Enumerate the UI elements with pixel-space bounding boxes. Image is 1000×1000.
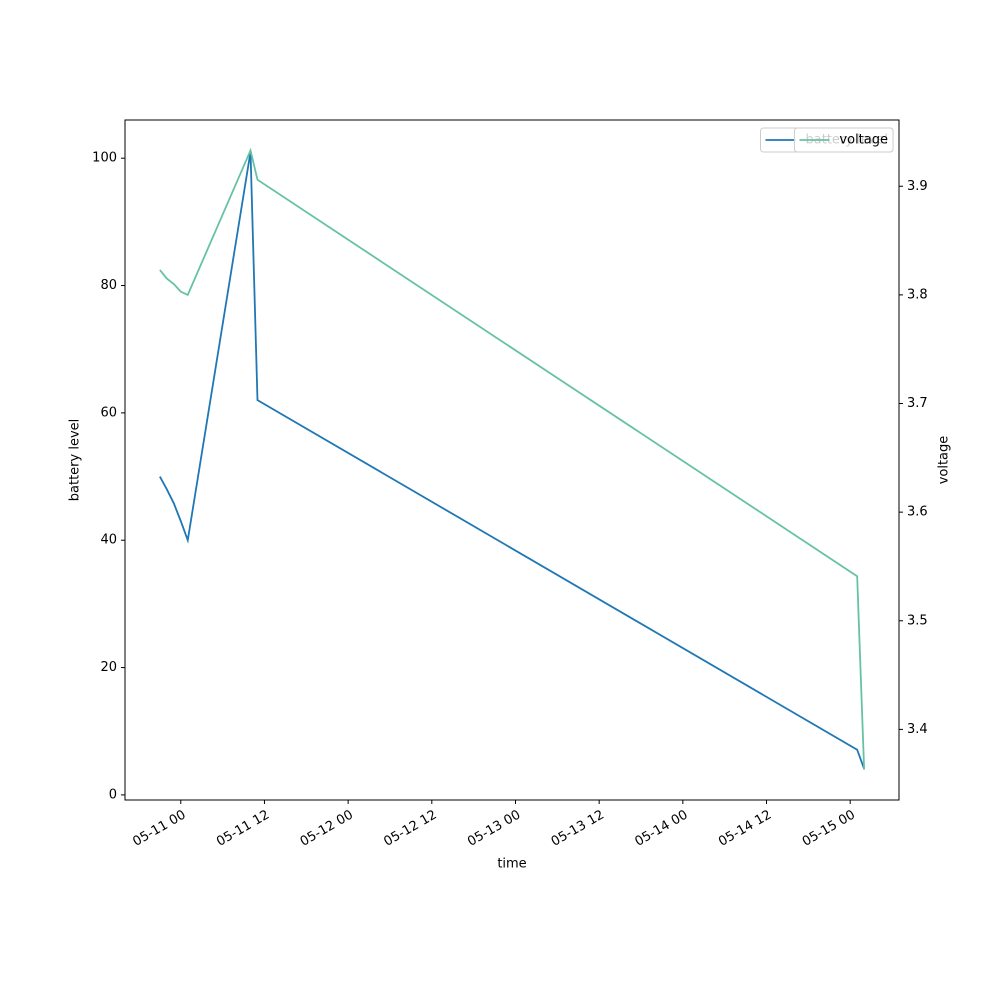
y2-tick-label: 3.6 bbox=[907, 505, 928, 520]
y2-tick-label: 3.9 bbox=[907, 179, 928, 194]
y-tick-label: 80 bbox=[100, 278, 117, 293]
x-tick-label: 05-15 00 bbox=[800, 808, 858, 850]
y2-axis-label: voltage bbox=[937, 436, 952, 485]
series-line bbox=[159, 151, 865, 770]
x-tick-label: 05-13 00 bbox=[465, 808, 523, 850]
y-tick-label: 60 bbox=[100, 405, 117, 420]
x-tick-label: 05-12 00 bbox=[298, 808, 356, 850]
y2-tick-label: 3.4 bbox=[907, 722, 928, 737]
series-line bbox=[159, 147, 866, 770]
y-tick-label: 0 bbox=[109, 787, 117, 802]
x-tick-label: 05-12 12 bbox=[381, 808, 439, 850]
x-tick-label: 05-11 00 bbox=[130, 808, 188, 850]
x-tick-label: 05-11 12 bbox=[214, 808, 272, 850]
y-axis-label: battery level bbox=[68, 419, 83, 502]
y-tick-label: 100 bbox=[92, 151, 117, 166]
y-tick-label: 40 bbox=[100, 533, 117, 548]
plot-frame bbox=[124, 119, 900, 801]
x-axis-label: time bbox=[497, 857, 526, 872]
legend-label: voltage bbox=[839, 133, 888, 148]
y2-tick-label: 3.7 bbox=[907, 396, 928, 411]
legend-box bbox=[793, 127, 894, 153]
x-tick-label: 05-14 12 bbox=[716, 808, 774, 850]
x-tick-label: 05-14 00 bbox=[632, 808, 690, 850]
y-tick-label: 20 bbox=[100, 660, 117, 675]
y2-tick-label: 3.8 bbox=[907, 287, 928, 302]
x-tick-label: 05-13 12 bbox=[549, 808, 607, 850]
y2-tick-label: 3.5 bbox=[907, 613, 928, 628]
